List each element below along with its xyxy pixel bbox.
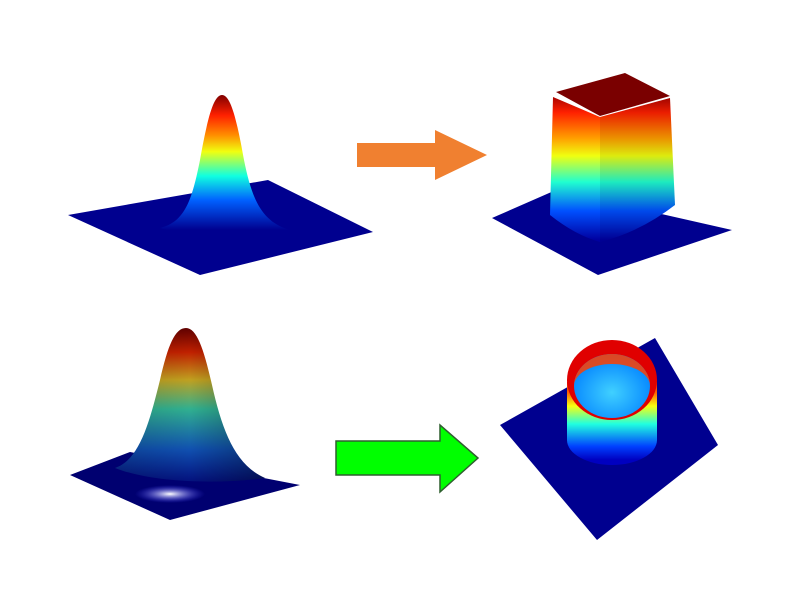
gaussian-bottom-panel [70, 328, 300, 520]
arrow-right-icon [335, 423, 480, 494]
gaussian-peak [160, 95, 290, 238]
highlight [135, 485, 205, 503]
box-top-face [556, 73, 670, 116]
box-right-shade [600, 98, 675, 242]
cylinder-inner [574, 354, 650, 418]
arrow-right-icon [357, 130, 487, 180]
gaussian-top-panel [68, 95, 373, 275]
ring-panel [500, 338, 718, 540]
inner-back-wall [574, 354, 650, 386]
peak-shading [115, 328, 265, 482]
box-right-face [600, 98, 675, 242]
box-left-face [550, 97, 600, 242]
flat-top-panel [492, 73, 732, 275]
